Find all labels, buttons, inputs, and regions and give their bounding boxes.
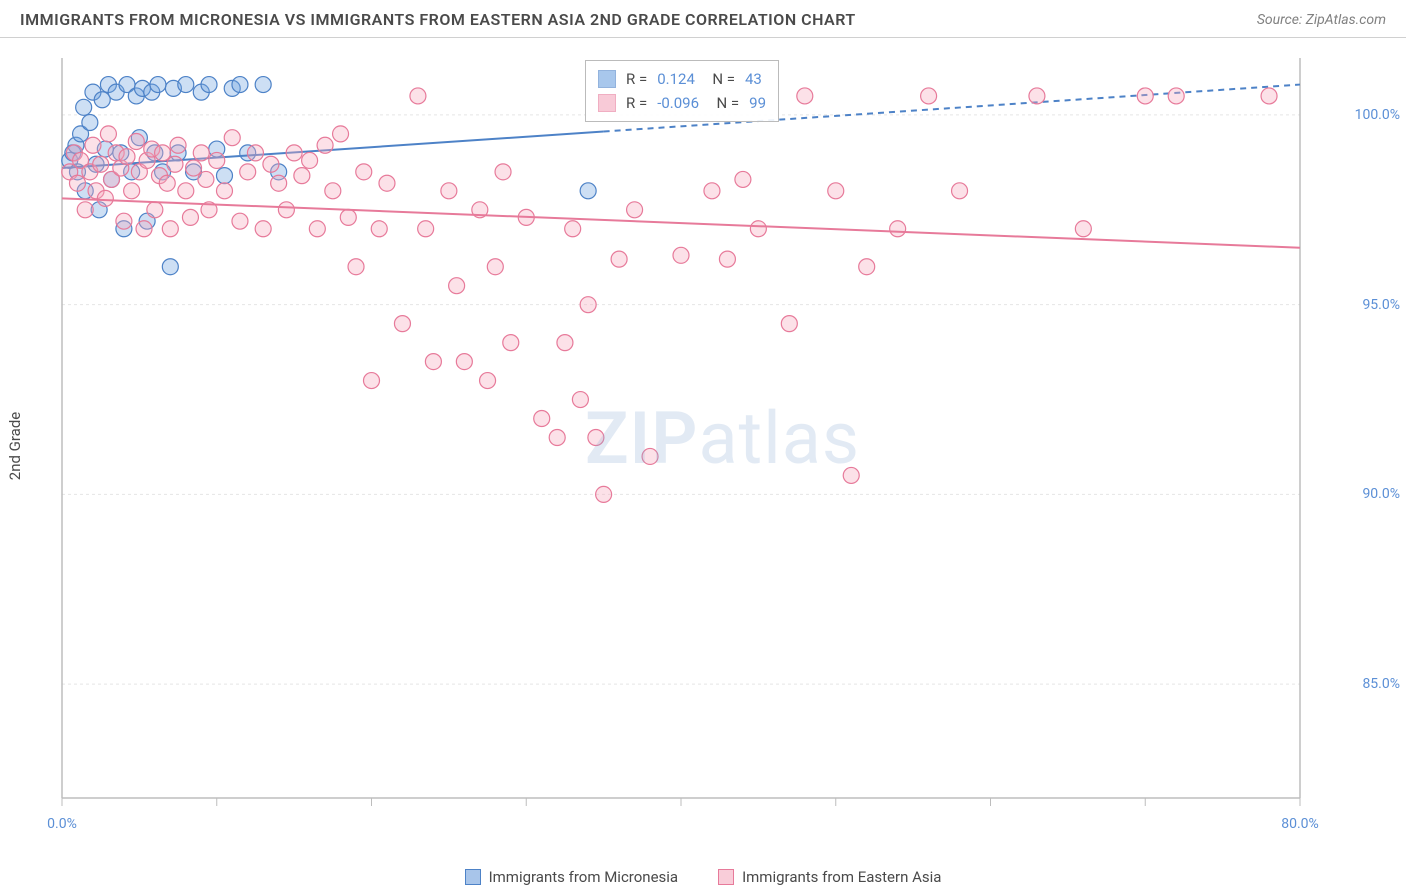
n-label: N = (709, 91, 739, 115)
correlation-legend-box: R = 0.124 N = 43 R = -0.096 N = 99 (585, 60, 779, 122)
r-value: -0.096 (657, 91, 699, 115)
y-tick-label: 100.0% (1355, 107, 1400, 123)
r-label: R = (626, 91, 647, 115)
chart-header: IMMIGRANTS FROM MICRONESIA VS IMMIGRANTS… (0, 0, 1406, 38)
x-tick-label: 0.0% (47, 816, 77, 832)
y-axis-label: 2nd Grade (6, 412, 24, 480)
legend-swatch (718, 869, 734, 885)
y-tick-label: 95.0% (1362, 297, 1400, 313)
n-label: N = (705, 67, 735, 91)
y-tick-label: 85.0% (1362, 676, 1400, 692)
r-label: R = (626, 67, 647, 91)
legend-swatch (465, 869, 481, 885)
r-value: 0.124 (657, 67, 695, 91)
legend-swatch (598, 94, 616, 112)
source-label: Source: ZipAtlas.com (1257, 12, 1386, 28)
legend-label: Immigrants from Eastern Asia (742, 868, 941, 886)
scatter-plot (60, 48, 1310, 838)
correlation-row: R = -0.096 N = 99 (598, 91, 766, 115)
legend-item: Immigrants from Eastern Asia (718, 868, 941, 886)
legend-item: Immigrants from Micronesia (465, 868, 679, 886)
correlation-row: R = 0.124 N = 43 (598, 67, 766, 91)
chart-area: 85.0%90.0%95.0%100.0% 0.0%80.0% R = 0.12… (60, 48, 1310, 838)
bottom-legend: Immigrants from Micronesia Immigrants fr… (0, 868, 1406, 886)
n-value: 99 (749, 91, 766, 115)
n-value: 43 (745, 67, 762, 91)
legend-swatch (598, 70, 616, 88)
legend-label: Immigrants from Micronesia (489, 868, 679, 886)
chart-title: IMMIGRANTS FROM MICRONESIA VS IMMIGRANTS… (20, 10, 856, 29)
x-tick-label: 80.0% (1281, 816, 1319, 832)
y-tick-label: 90.0% (1362, 486, 1400, 502)
